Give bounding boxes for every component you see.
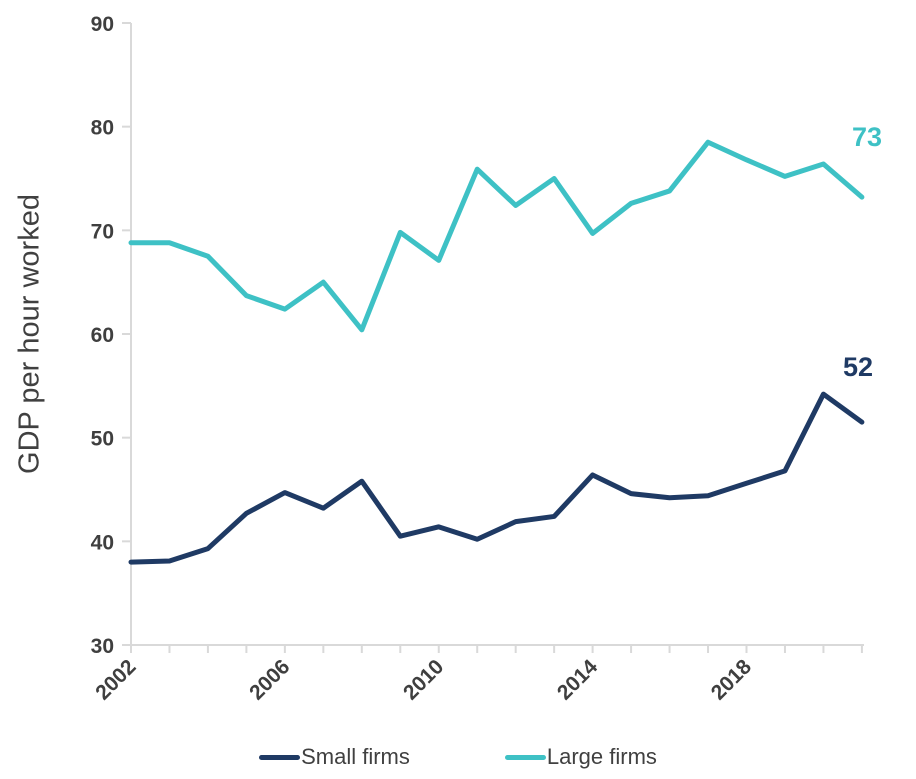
y-tick-label: 50: [91, 428, 114, 451]
small-firms-legend-label: Small firms: [301, 744, 410, 769]
x-tick-label: 2002: [91, 655, 140, 704]
x-tick-label: 2014: [553, 655, 603, 705]
series-line-small-firms: [128, 391, 865, 565]
legend-item-large-firms: Large firms: [504, 744, 657, 770]
y-tick-label: 60: [91, 324, 114, 347]
legend-item-small-firms: Small firms: [259, 744, 410, 770]
small-firms-line-swatch: [259, 754, 301, 760]
y-tick-label: 30: [91, 635, 114, 658]
large-firms-legend-label: Large firms: [546, 744, 657, 769]
small-firms-end-label: 52: [843, 352, 874, 382]
y-tick-label: 70: [91, 220, 114, 243]
large-firms-line-swatch: [504, 754, 546, 760]
y-axis-title: GDP per hour worked: [13, 194, 46, 474]
y-tick-label: 80: [91, 117, 114, 140]
legend: Small firms Large firms: [0, 744, 916, 770]
y-tick-label: 90: [91, 13, 114, 36]
x-tick-label: 2018: [707, 655, 757, 705]
x-tick-label: 2010: [399, 655, 448, 704]
large-firms-end-label: 73: [852, 122, 883, 152]
x-tick-label: 2006: [245, 655, 294, 704]
y-tick-label: 40: [91, 531, 114, 554]
series-line-large-firms: [128, 139, 865, 333]
